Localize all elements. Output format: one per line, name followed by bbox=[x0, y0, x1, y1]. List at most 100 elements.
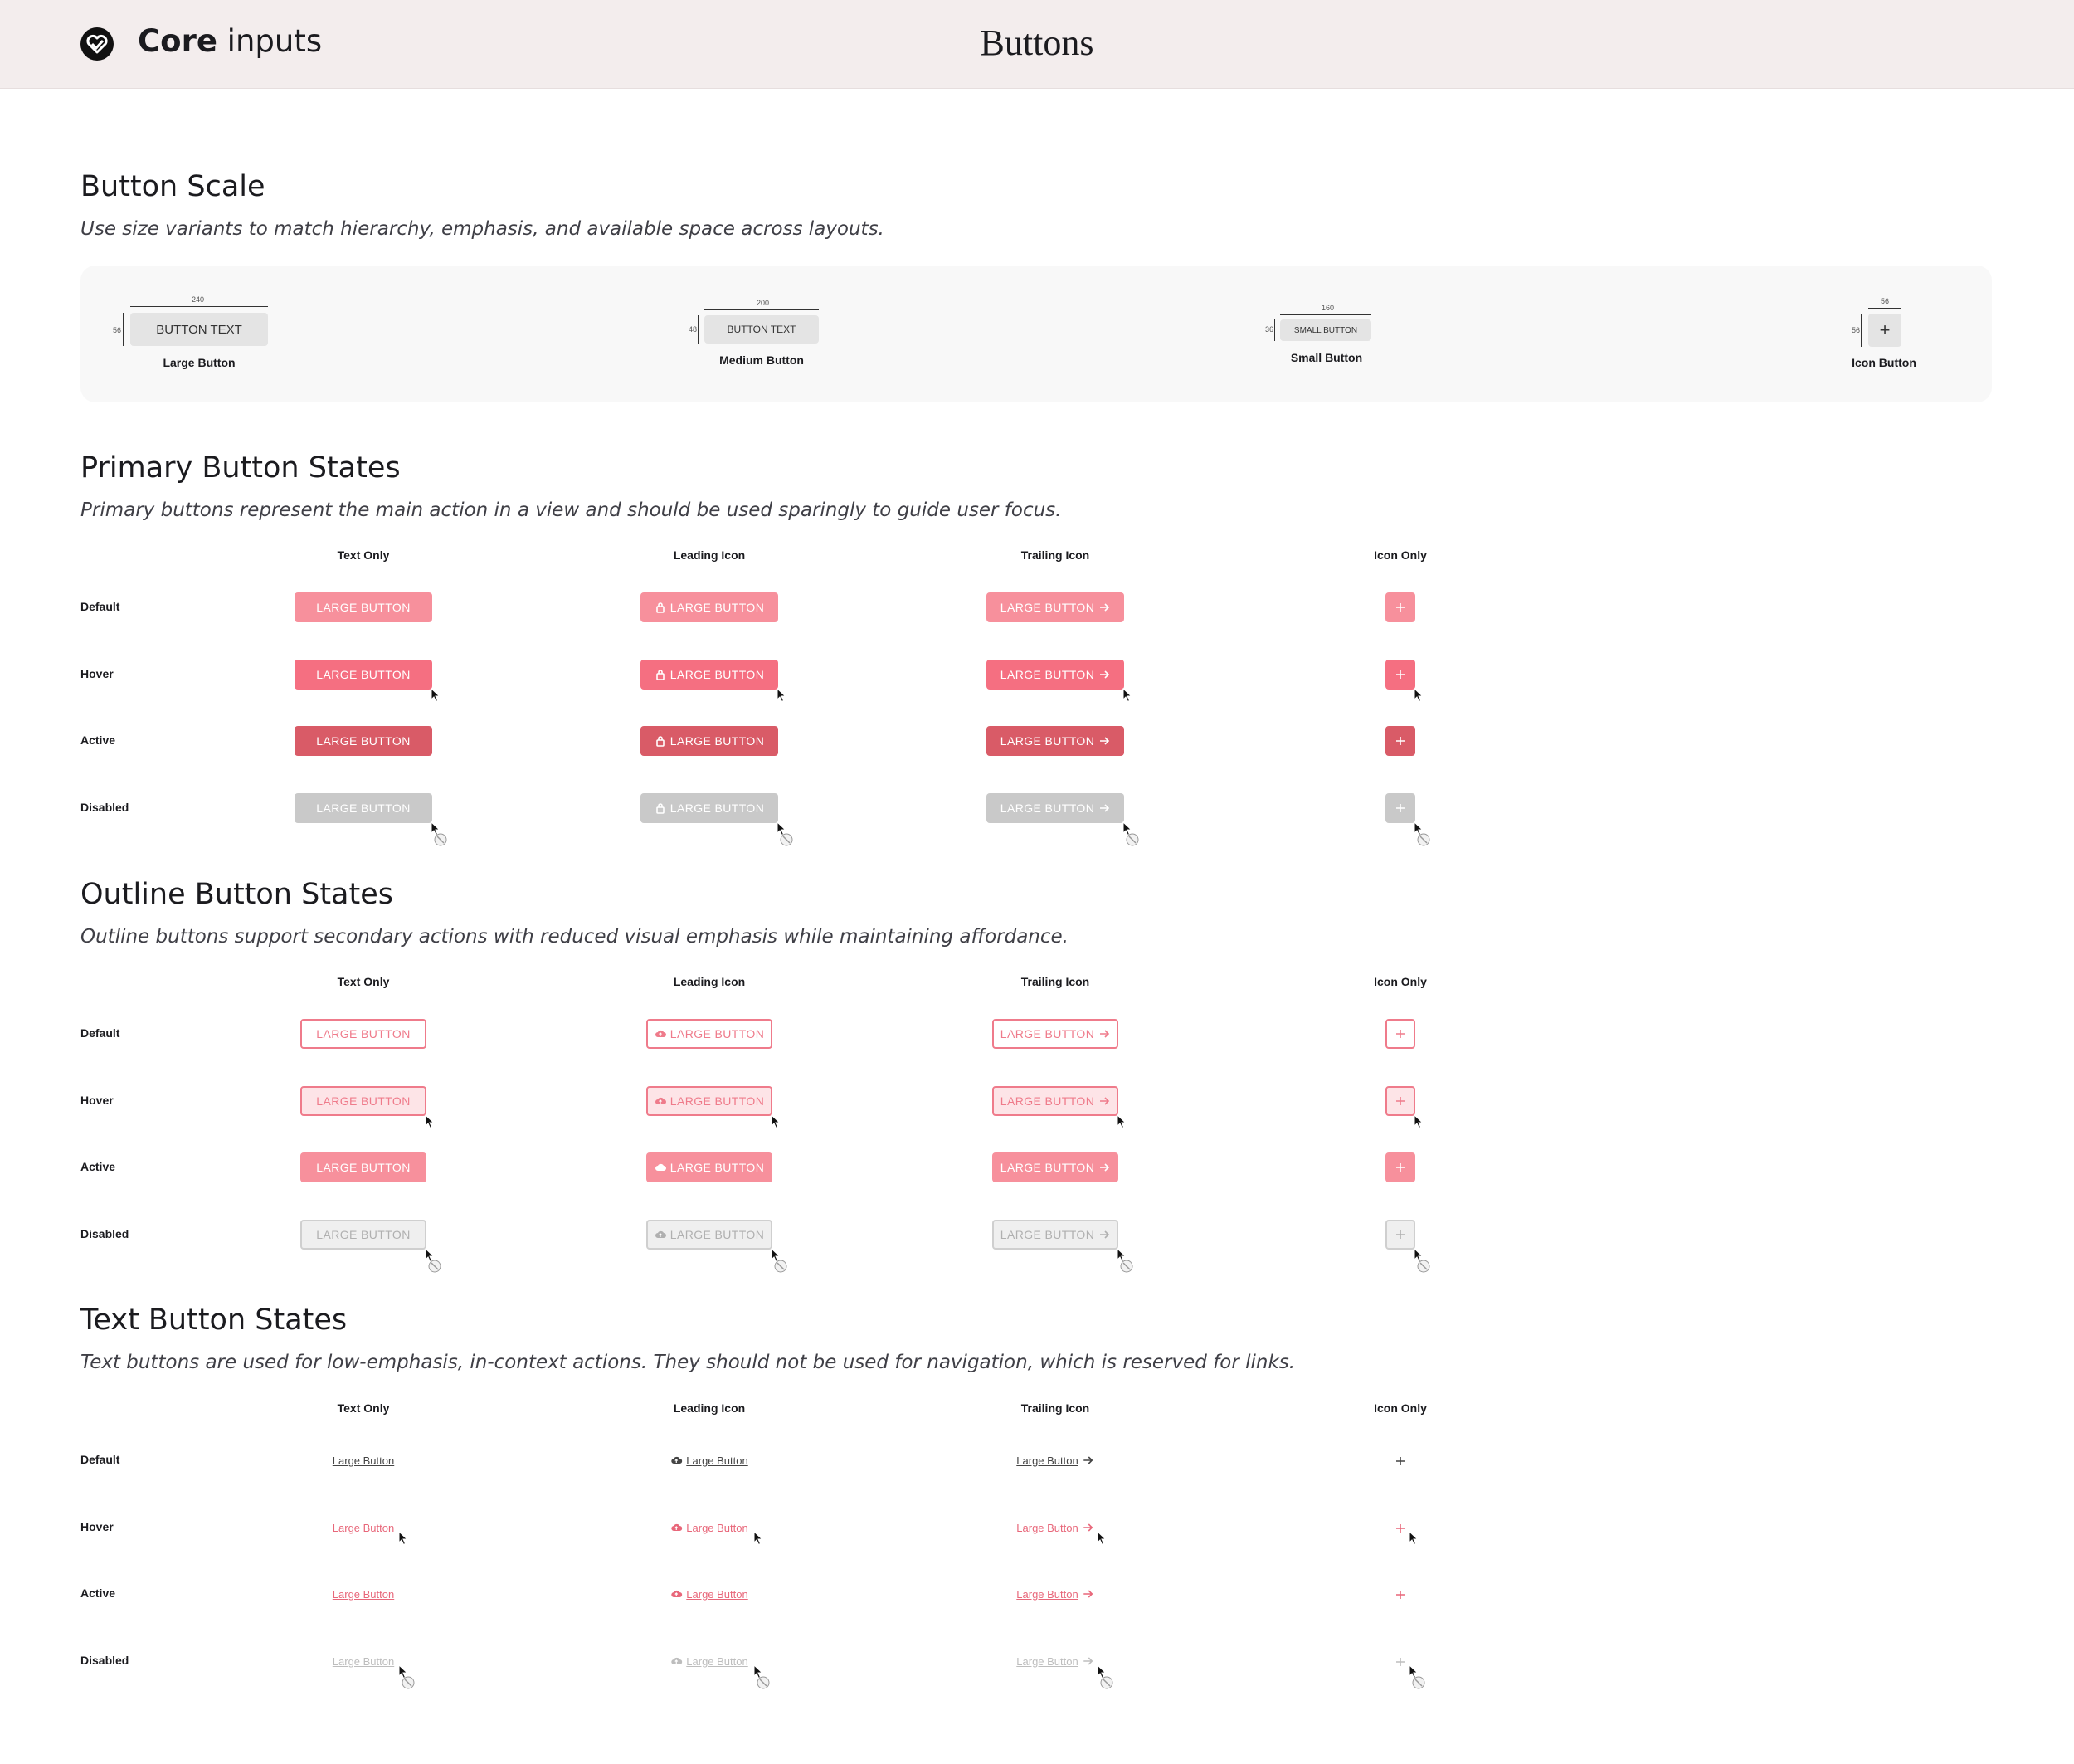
text-button-disabled-leading-icon[interactable]: Large Button bbox=[670, 1653, 748, 1669]
column-header: Trailing Icon bbox=[1020, 975, 1090, 988]
cursor-icon bbox=[753, 1531, 763, 1546]
row-header: Active bbox=[80, 1586, 116, 1600]
width-label: 160 bbox=[1322, 304, 1335, 312]
primary-icon-button-hover[interactable] bbox=[1385, 660, 1415, 690]
text-button-hover-trailing-icon[interactable]: Large Button bbox=[1016, 1519, 1093, 1536]
cloud-icon bbox=[655, 1030, 666, 1037]
outline-button-active-text-only[interactable]: LARGE BUTTON bbox=[300, 1152, 426, 1182]
column-header: Trailing Icon bbox=[1020, 548, 1090, 562]
button-label: LARGE BUTTON bbox=[669, 734, 765, 748]
large-button-sample[interactable]: BUTTON TEXT bbox=[130, 313, 268, 346]
scale-panel: 240 56 BUTTON TEXT Large Button 200 48 B… bbox=[80, 266, 1992, 402]
small-button-sample[interactable]: SMALL BUTTON bbox=[1280, 319, 1371, 341]
scale-label-medium: Medium Button bbox=[719, 353, 804, 367]
primary-button-default-trailing-icon[interactable]: LARGE BUTTON bbox=[986, 592, 1124, 622]
primary-button-disabled-leading-icon[interactable]: LARGE BUTTON bbox=[640, 793, 778, 823]
outline-button-hover-trailing-icon[interactable]: LARGE BUTTON bbox=[992, 1086, 1118, 1116]
text-icon-button-hover[interactable] bbox=[1395, 1520, 1406, 1539]
primary-button-default-text-only[interactable]: LARGE BUTTON bbox=[295, 592, 432, 622]
plus-icon bbox=[1396, 1030, 1405, 1038]
outline-button-default-text-only[interactable]: LARGE BUTTON bbox=[300, 1019, 426, 1049]
arrow-right-icon bbox=[1100, 1163, 1110, 1172]
text-icon-button-default[interactable] bbox=[1395, 1453, 1406, 1472]
width-label: 200 bbox=[757, 299, 770, 307]
scale-title: Button Scale bbox=[80, 170, 265, 203]
primary-button-active-leading-icon[interactable]: LARGE BUTTON bbox=[640, 726, 778, 756]
primary-icon-button-disabled[interactable] bbox=[1385, 793, 1415, 823]
arrow-right-icon bbox=[1100, 804, 1110, 812]
lock-icon bbox=[655, 602, 665, 613]
medium-button-sample[interactable]: BUTTON TEXT bbox=[704, 315, 819, 344]
plus-icon bbox=[1396, 1457, 1405, 1465]
primary-button-default-leading-icon[interactable]: LARGE BUTTON bbox=[640, 592, 778, 622]
primary-button-hover-trailing-icon[interactable]: LARGE BUTTON bbox=[986, 660, 1124, 690]
outline-button-hover-text-only[interactable]: LARGE BUTTON bbox=[300, 1086, 426, 1116]
lock-icon bbox=[655, 803, 665, 814]
arrow-right-icon bbox=[1100, 1030, 1110, 1038]
scale-label-icon: Icon Button bbox=[1852, 356, 1916, 369]
plus-icon bbox=[1396, 804, 1405, 812]
column-header: Trailing Icon bbox=[1020, 1401, 1090, 1415]
plus-icon bbox=[1396, 1658, 1405, 1666]
outline-button-default-trailing-icon[interactable]: LARGE BUTTON bbox=[992, 1019, 1118, 1049]
outline-button-active-trailing-icon[interactable]: LARGE BUTTON bbox=[992, 1152, 1118, 1182]
text-description: Text buttons are used for low-emphasis, … bbox=[80, 1352, 1296, 1373]
text-button-active-trailing-icon[interactable]: Large Button bbox=[1016, 1586, 1093, 1602]
text-button-hover-leading-icon[interactable]: Large Button bbox=[670, 1519, 748, 1536]
no-entry-icon bbox=[1120, 1260, 1133, 1273]
primary-button-active-text-only[interactable]: LARGE BUTTON bbox=[295, 726, 432, 756]
button-label: LARGE BUTTON bbox=[1000, 734, 1095, 748]
scale-label-small: Small Button bbox=[1290, 351, 1363, 364]
outline-button-hover-leading-icon[interactable]: LARGE BUTTON bbox=[646, 1086, 772, 1116]
arrow-right-icon bbox=[1083, 1657, 1093, 1665]
button-label: LARGE BUTTON bbox=[1000, 601, 1095, 614]
page-title: Buttons bbox=[980, 22, 1094, 63]
primary-icon-button-active[interactable] bbox=[1385, 726, 1415, 756]
primary-button-active-trailing-icon[interactable]: LARGE BUTTON bbox=[986, 726, 1124, 756]
outline-icon-button-hover[interactable] bbox=[1385, 1086, 1415, 1116]
text-icon-button-disabled[interactable] bbox=[1395, 1654, 1406, 1673]
arrow-right-icon bbox=[1100, 670, 1110, 679]
no-entry-icon bbox=[1126, 833, 1139, 846]
button-label: LARGE BUTTON bbox=[316, 802, 411, 815]
primary-button-disabled-trailing-icon[interactable]: LARGE BUTTON bbox=[986, 793, 1124, 823]
cloud-icon bbox=[671, 1456, 683, 1464]
row-header: Default bbox=[80, 1026, 120, 1040]
text-button-default-leading-icon[interactable]: Large Button bbox=[670, 1452, 748, 1469]
outline-button-default-leading-icon[interactable]: LARGE BUTTON bbox=[646, 1019, 772, 1049]
primary-button-hover-text-only[interactable]: LARGE BUTTON bbox=[295, 660, 432, 690]
text-button-default-text-only[interactable]: Large Button bbox=[333, 1452, 394, 1469]
column-header: Leading Icon bbox=[673, 975, 746, 988]
outline-button-disabled-leading-icon[interactable]: LARGE BUTTON bbox=[646, 1220, 772, 1250]
arrow-right-icon bbox=[1083, 1523, 1093, 1532]
text-button-disabled-text-only[interactable]: Large Button bbox=[333, 1653, 394, 1669]
plus-icon bbox=[1396, 1230, 1405, 1239]
outline-button-disabled-text-only[interactable]: LARGE BUTTON bbox=[300, 1220, 426, 1250]
outline-icon-button-disabled[interactable] bbox=[1385, 1220, 1415, 1250]
no-entry-icon bbox=[402, 1676, 415, 1689]
row-header: Active bbox=[80, 733, 116, 747]
cursor-icon bbox=[771, 1114, 781, 1129]
primary-icon-button-default[interactable] bbox=[1385, 592, 1415, 622]
text-button-disabled-trailing-icon[interactable]: Large Button bbox=[1016, 1653, 1093, 1669]
text-button-active-text-only[interactable]: Large Button bbox=[333, 1586, 394, 1602]
text-icon-button-active[interactable] bbox=[1395, 1586, 1406, 1606]
button-label: Large Button bbox=[686, 1587, 748, 1601]
outline-button-active-leading-icon[interactable]: LARGE BUTTON bbox=[646, 1152, 772, 1182]
outline-title: Outline Button States bbox=[80, 878, 393, 911]
outline-icon-button-active[interactable] bbox=[1385, 1152, 1415, 1182]
primary-button-disabled-text-only[interactable]: LARGE BUTTON bbox=[295, 793, 432, 823]
outline-button-disabled-trailing-icon[interactable]: LARGE BUTTON bbox=[992, 1220, 1118, 1250]
text-button-active-leading-icon[interactable]: Large Button bbox=[670, 1586, 748, 1602]
outline-icon-button-default[interactable] bbox=[1385, 1019, 1415, 1049]
row-header: Hover bbox=[80, 667, 114, 680]
app-title: Core inputs bbox=[138, 23, 323, 59]
button-label: LARGE BUTTON bbox=[316, 1094, 411, 1108]
text-button-hover-text-only[interactable]: Large Button bbox=[333, 1519, 394, 1536]
arrow-right-icon bbox=[1083, 1456, 1093, 1464]
primary-button-hover-leading-icon[interactable]: LARGE BUTTON bbox=[640, 660, 778, 690]
button-label: LARGE BUTTON bbox=[1000, 1027, 1095, 1040]
no-entry-icon bbox=[1417, 833, 1430, 846]
icon-button-sample[interactable]: + bbox=[1868, 314, 1901, 347]
text-button-default-trailing-icon[interactable]: Large Button bbox=[1016, 1452, 1093, 1469]
